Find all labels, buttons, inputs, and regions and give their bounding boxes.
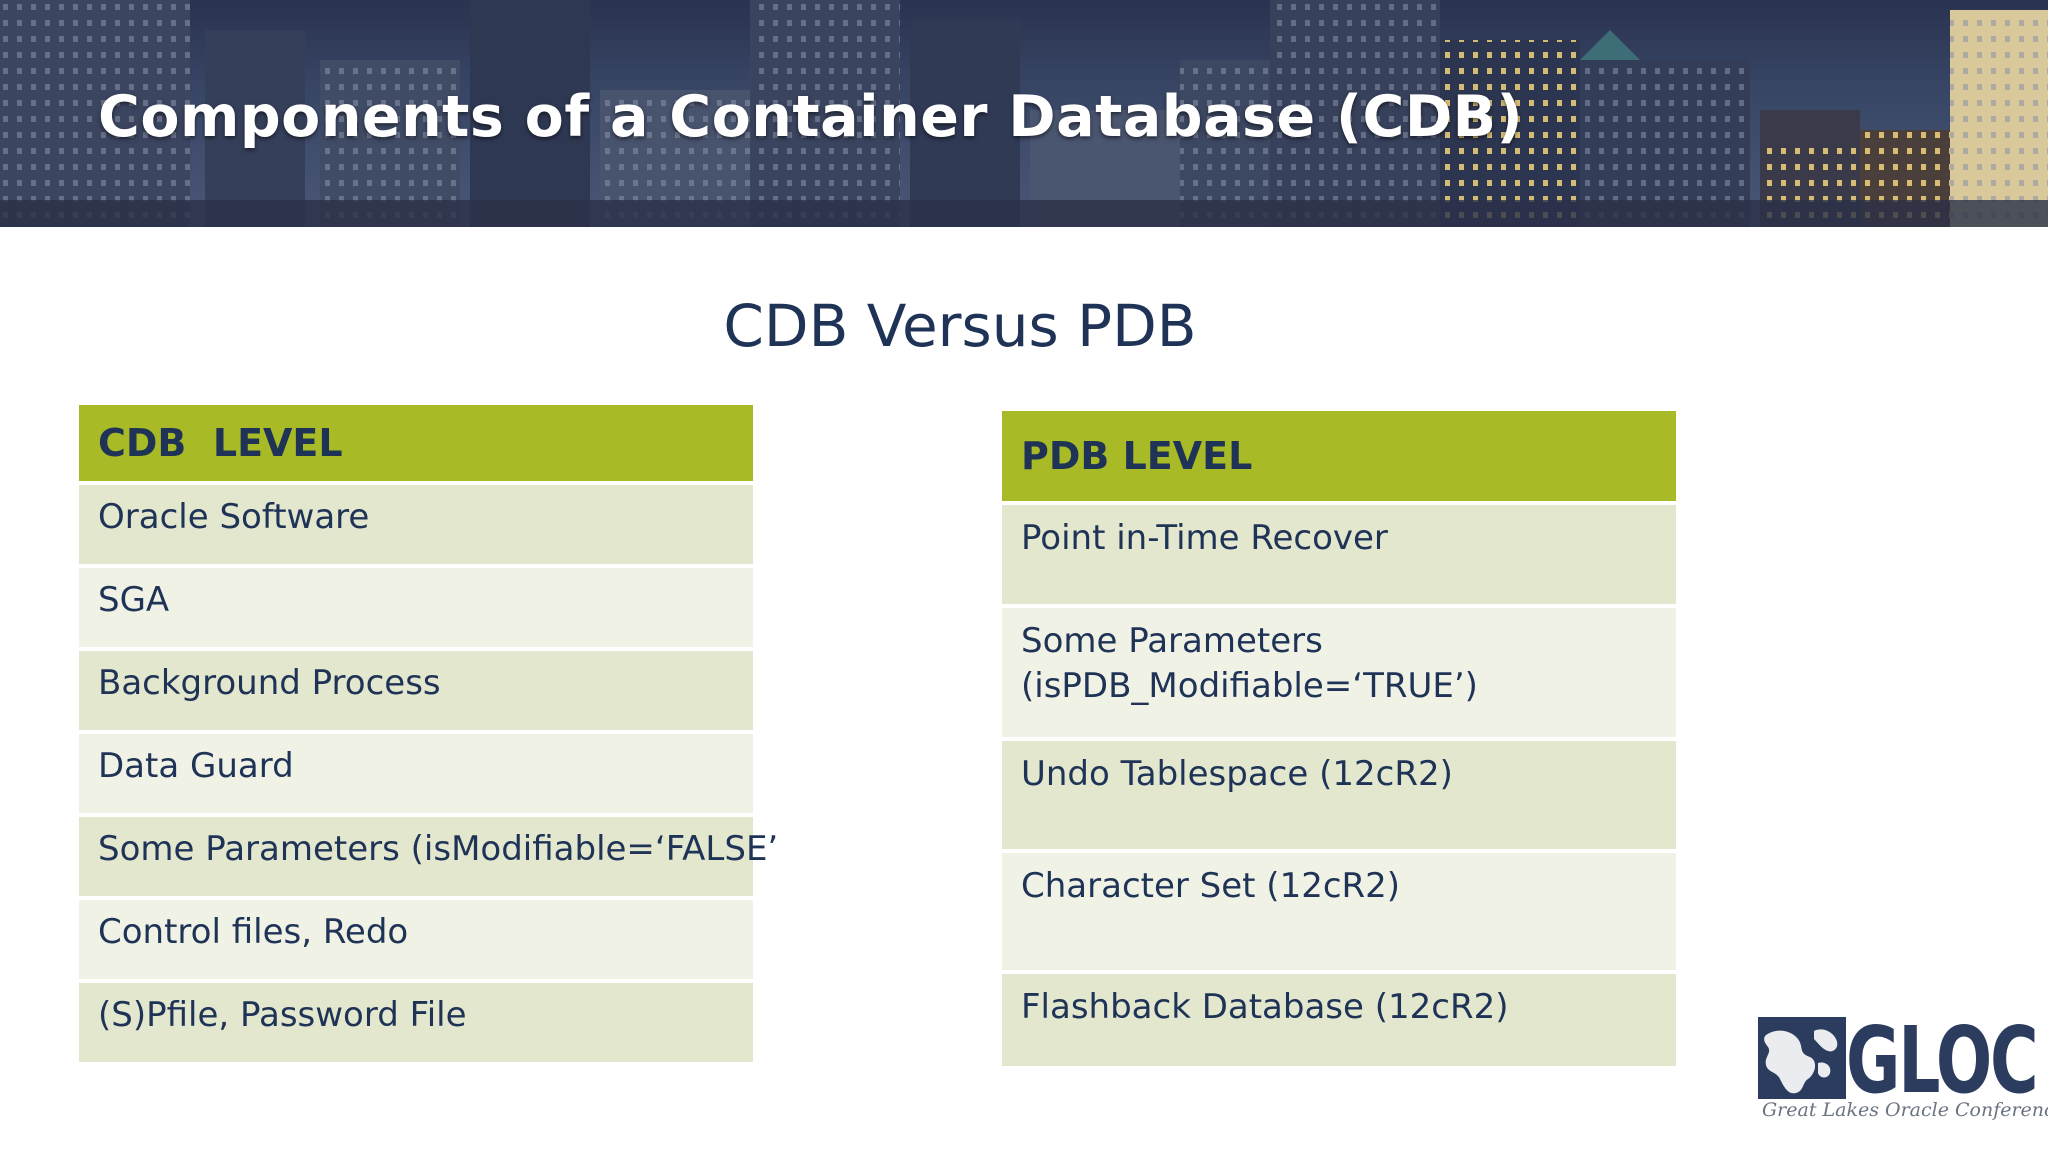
gloc-logo: GLOC Great Lakes Oracle Conference — [1758, 1007, 2048, 1125]
pdb-row: Character Set (12cR2) — [1002, 849, 1676, 970]
cdb-row: Some Parameters (isModifiable=‘FALSE’ — [79, 813, 778, 896]
cdb-row: Background Process — [79, 647, 753, 730]
cdb-level-table: CDB LEVEL Oracle Software SGA Background… — [79, 405, 778, 1062]
cdb-row: Oracle Software — [79, 481, 753, 564]
cdb-row: Control files, Redo — [79, 896, 753, 979]
pdb-level-table: PDB LEVEL Point in-Time Recover Some Par… — [1002, 411, 1676, 1066]
slide-title: Components of a Container Database (CDB) — [98, 84, 1524, 150]
pdb-row-text: Point in-Time Recover — [1021, 518, 1388, 558]
pdb-row: Undo Tablespace (12cR2) — [1002, 737, 1676, 849]
pdb-row-text-2: (isPDB_Modifiable=‘TRUE’) — [1021, 666, 1478, 706]
pdb-row-text: Flashback Database (12cR2) — [1021, 987, 1509, 1027]
slide-subtitle: CDB Versus PDB — [723, 292, 1197, 360]
pdb-row: Some Parameters (isPDB_Modifiable=‘TRUE’… — [1002, 604, 1676, 737]
pdb-table-header: PDB LEVEL — [1002, 411, 1676, 501]
great-lakes-map-icon — [1758, 1017, 1846, 1099]
pdb-row-text: Undo Tablespace (12cR2) — [1021, 754, 1453, 794]
cdb-row: Data Guard — [79, 730, 753, 813]
header-banner: Components of a Container Database (CDB) — [0, 0, 2048, 227]
pdb-row: Point in-Time Recover — [1002, 501, 1676, 604]
cdb-row: SGA — [79, 564, 753, 647]
cdb-table-header: CDB LEVEL — [79, 405, 753, 481]
gloc-tagline: Great Lakes Oracle Conference — [1762, 1099, 2048, 1121]
pdb-row: Flashback Database (12cR2) — [1002, 970, 1676, 1066]
gloc-wordmark: GLOC — [1846, 1007, 2039, 1114]
pdb-row-text: Character Set (12cR2) — [1021, 866, 1401, 906]
city-skyline-image — [0, 0, 2048, 227]
pdb-row-text: Some Parameters — [1021, 621, 1323, 661]
cdb-row: (S)Pfile, Password File — [79, 979, 753, 1062]
